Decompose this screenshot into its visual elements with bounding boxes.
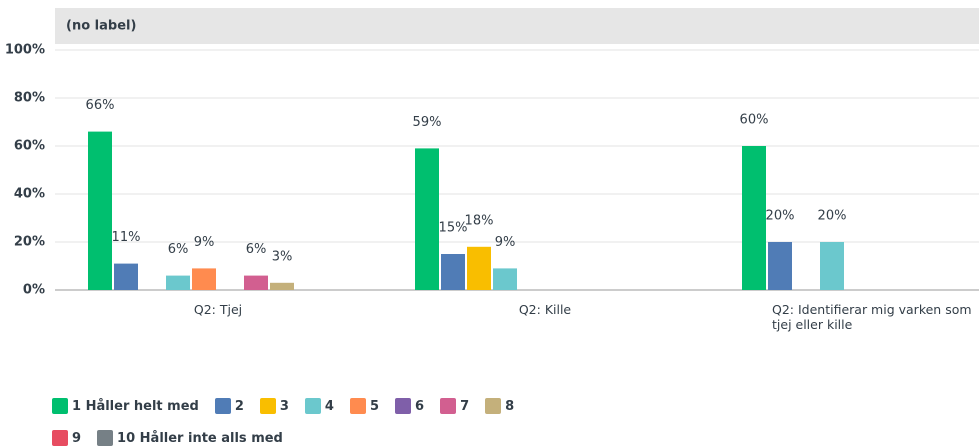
data-label: 59% <box>413 115 442 130</box>
bar <box>493 268 517 290</box>
x-tick-label: Q2: Tjej <box>193 302 243 317</box>
legend: 1 Håller helt med 2 3 4 5 6 7 8 9 10 Håller inte … <box>52 396 652 448</box>
legend-swatch <box>52 398 68 414</box>
legend-swatch <box>440 398 457 414</box>
data-label: 18% <box>465 213 494 228</box>
legend-label: 6 <box>415 398 425 414</box>
header-label: (no label) <box>66 19 136 34</box>
legend-label: 1 Håller helt med <box>72 398 199 414</box>
bar <box>166 275 190 290</box>
legend-swatch <box>97 430 114 446</box>
data-label: 6% <box>246 242 267 257</box>
x-tick-label: Q2: Kille <box>518 302 572 317</box>
data-label: 6% <box>168 242 189 257</box>
legend-item: 4 <box>304 396 334 416</box>
data-label: 9% <box>194 235 215 250</box>
bar <box>441 254 465 290</box>
y-tick-label: 20% <box>14 235 45 250</box>
legend-item: 9 <box>52 428 81 448</box>
legend-swatch <box>395 398 412 414</box>
x-tick-label: Q2: Identifierar mig varken som tjej ell… <box>772 302 972 332</box>
legend-label: 7 <box>460 398 470 414</box>
y-tick-label: 60% <box>14 139 45 154</box>
data-label: 11% <box>112 230 141 245</box>
legend-item: 3 <box>259 396 289 416</box>
data-label: 15% <box>439 221 468 236</box>
data-label: 3% <box>272 249 293 264</box>
y-tick-label: 100% <box>5 43 45 58</box>
bar <box>415 148 439 290</box>
legend-item: 1 Håller helt med <box>52 396 199 416</box>
legend-item: 7 <box>440 396 469 416</box>
bar <box>244 275 268 290</box>
bar <box>768 242 792 290</box>
bar <box>88 131 112 290</box>
legend-swatch <box>485 398 502 414</box>
legend-item: 8 <box>485 396 514 416</box>
legend-label: 5 <box>369 398 380 414</box>
legend-label: 2 <box>234 398 244 414</box>
bar <box>114 263 138 290</box>
data-label: 66% <box>86 98 115 113</box>
legend-item: 6 <box>395 396 424 416</box>
legend-item: 10 Håller inte alls med <box>97 428 283 448</box>
legend-swatch <box>214 398 231 414</box>
legend-label: 9 <box>72 430 82 446</box>
header-band <box>55 8 979 44</box>
data-label: 20% <box>818 209 847 224</box>
legend-label: 4 <box>324 398 334 414</box>
legend-item: 5 <box>349 396 380 416</box>
legend-swatch <box>259 398 276 414</box>
bar <box>820 242 844 290</box>
data-label: 20% <box>766 209 795 224</box>
data-label: 60% <box>740 113 769 128</box>
legend-label: 3 <box>279 398 289 414</box>
bar <box>192 268 216 290</box>
legend-swatch <box>349 398 366 414</box>
chart: (no label) 0% 20% 40% 60% 80% 100% 66% 11% 6% 9% 6… <box>5 8 979 298</box>
legend-swatch <box>52 430 68 446</box>
legend-swatch <box>304 398 321 414</box>
data-label: 9% <box>495 235 516 250</box>
legend-label: 8 <box>505 398 515 414</box>
bar <box>467 246 491 290</box>
bar <box>270 282 294 290</box>
bar <box>742 146 766 290</box>
y-tick-label: 0% <box>23 283 45 298</box>
legend-label: 10 Håller inte alls med <box>117 430 283 446</box>
y-tick-label: 80% <box>14 91 45 106</box>
y-tick-label: 40% <box>14 187 45 202</box>
legend-item: 2 <box>214 396 244 416</box>
